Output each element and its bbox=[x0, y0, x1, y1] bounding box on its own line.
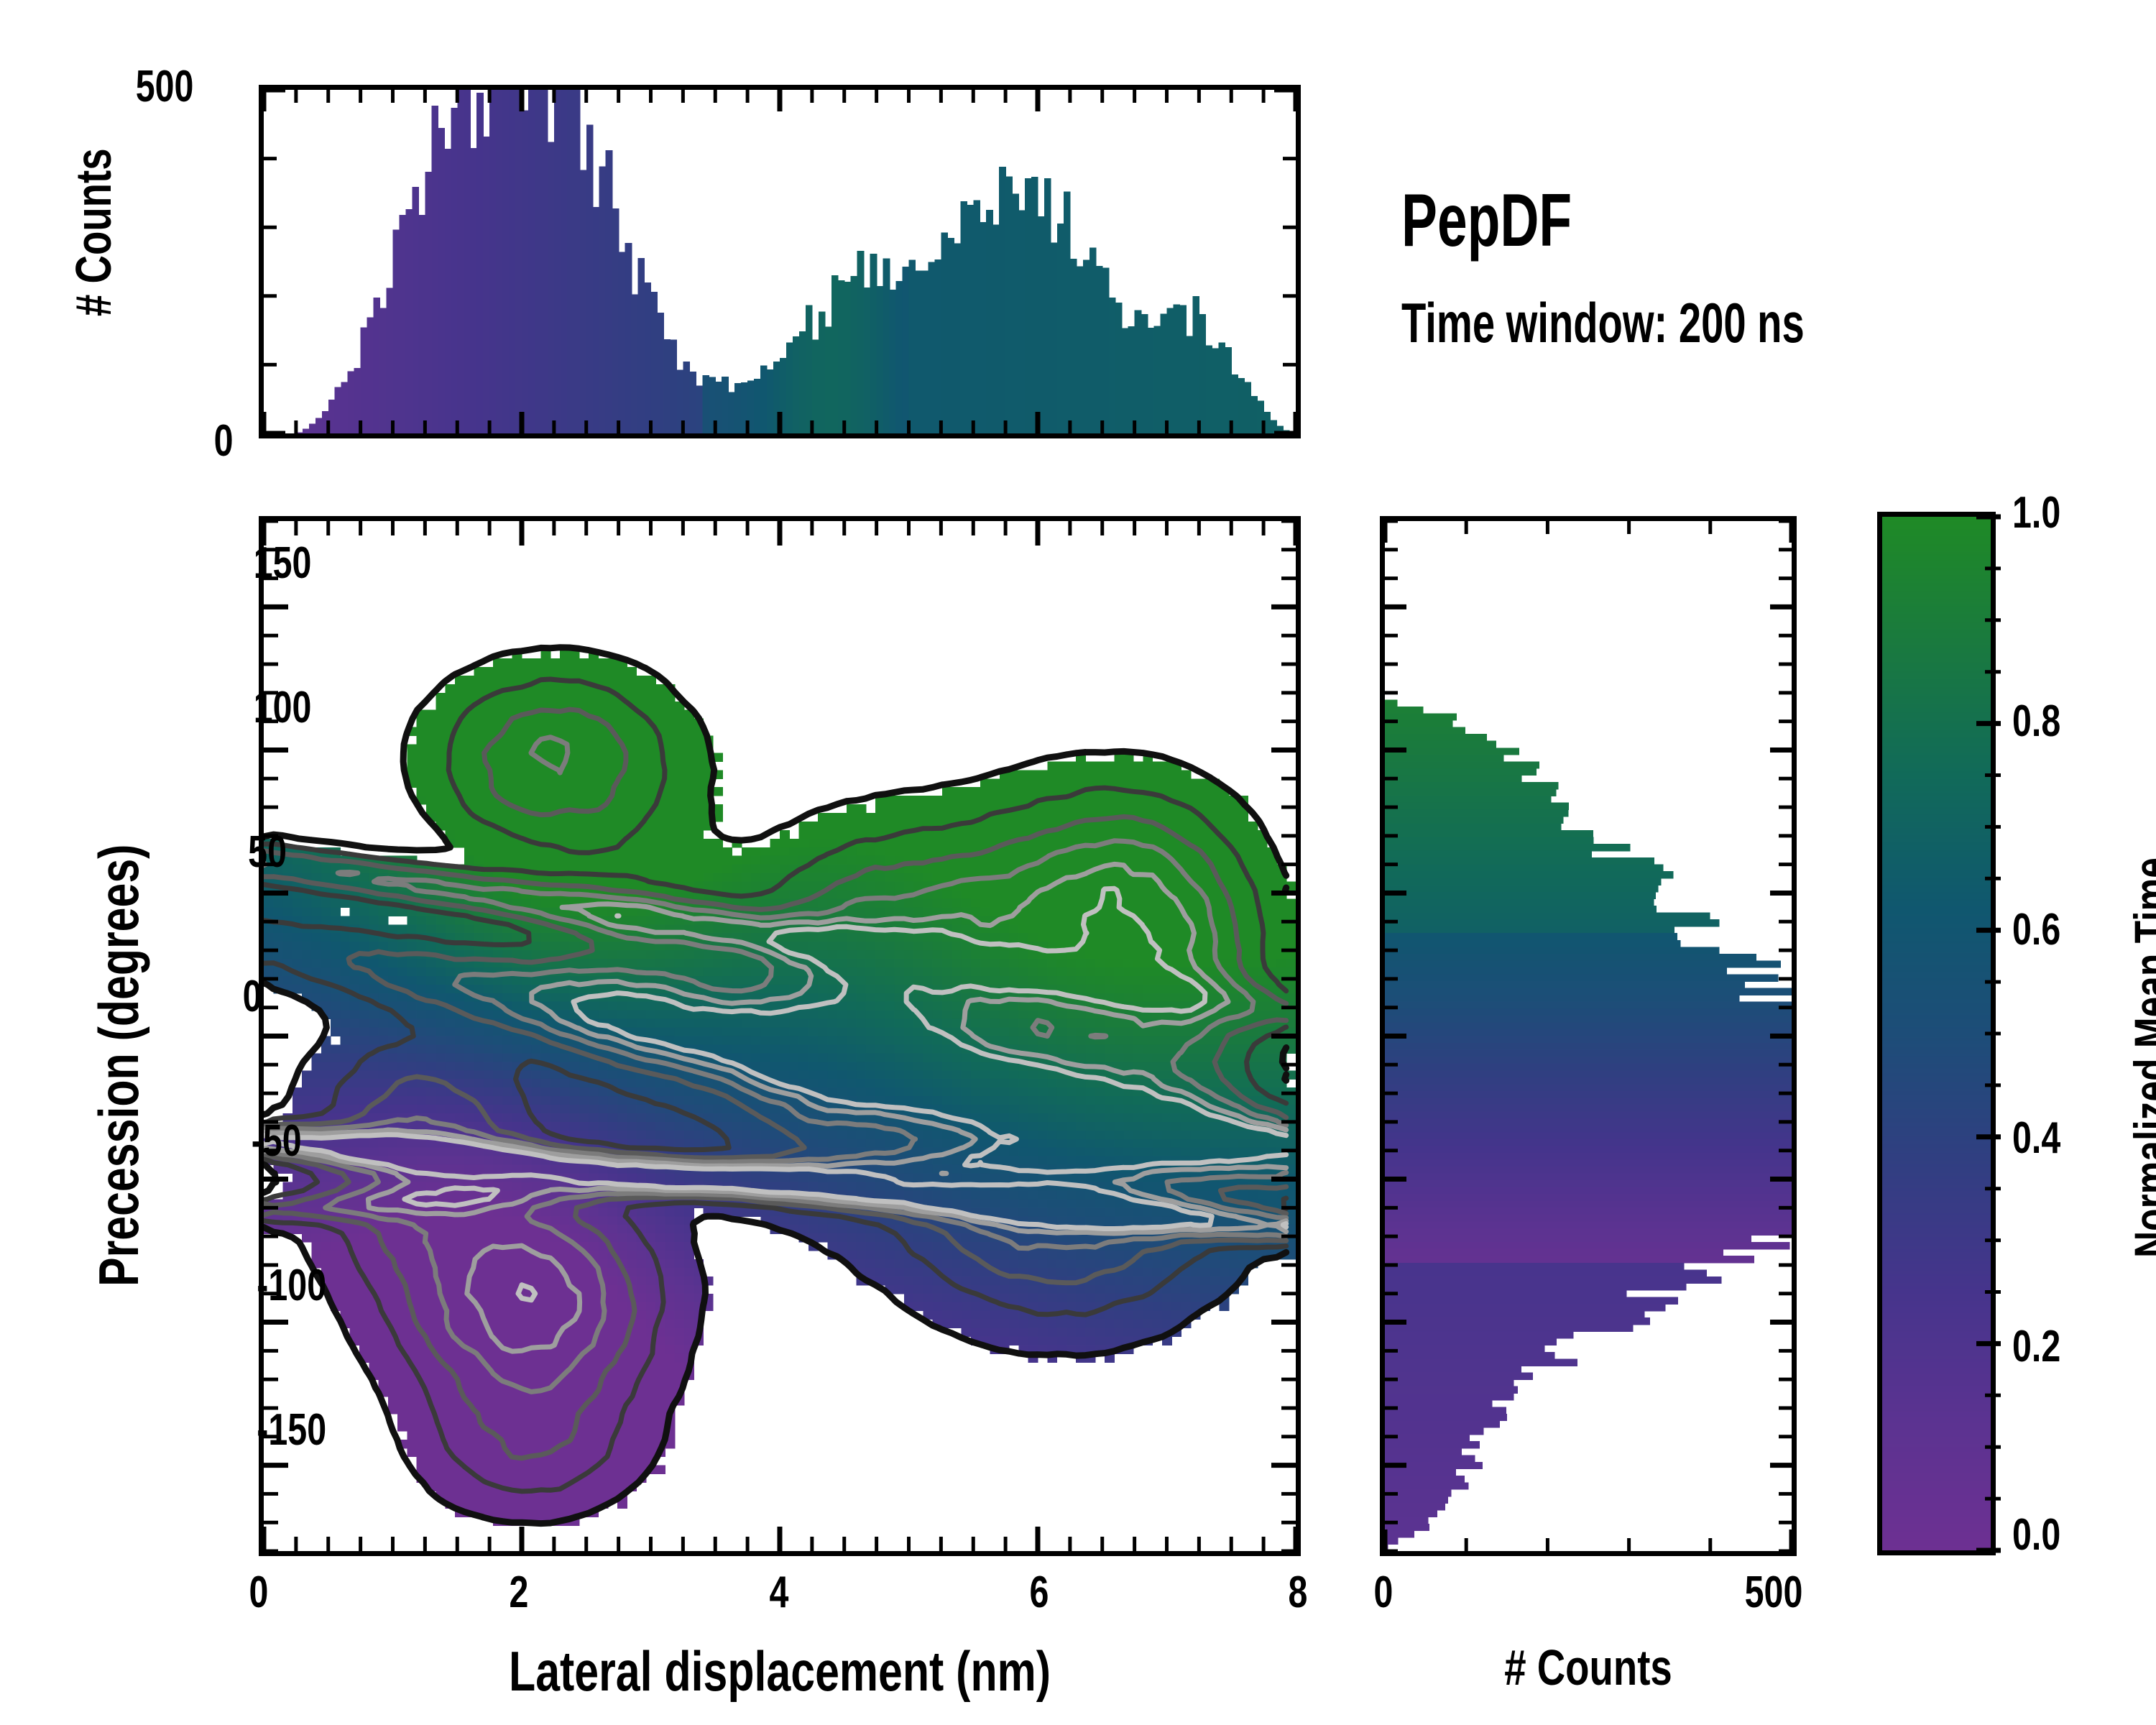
main-ylabel: Precession (degrees) bbox=[87, 844, 150, 1287]
colorbar-gradient bbox=[1882, 517, 1991, 1550]
cbar-tick-0.0: 0.0 bbox=[2012, 1510, 2061, 1560]
right-histogram-ticks bbox=[1382, 519, 1795, 1553]
ytick-100: 100 bbox=[253, 683, 312, 732]
cbar-tick-0.4: 0.4 bbox=[2012, 1113, 2061, 1163]
right-hist-xtick-500: 500 bbox=[1744, 1568, 1803, 1617]
top-hist-ytick-500: 500 bbox=[135, 62, 194, 111]
xtick-0: 0 bbox=[249, 1568, 269, 1617]
main-plot-area bbox=[264, 521, 1296, 1551]
top-hist-ytick-0: 0 bbox=[213, 416, 234, 466]
top-hist-ylabel: # Counts bbox=[65, 148, 121, 316]
right-histogram-plot bbox=[1385, 521, 1792, 1551]
ytick-150: 150 bbox=[253, 538, 312, 588]
ytick-50: 50 bbox=[248, 827, 287, 877]
top-histogram-plot bbox=[264, 90, 1296, 433]
chart-subtitle: Time window: 200 ns bbox=[1401, 291, 1805, 354]
chart-title: PepDF bbox=[1401, 179, 1572, 262]
ytick-neg100: -100 bbox=[257, 1261, 327, 1310]
xtick-6: 6 bbox=[1029, 1568, 1049, 1617]
right-hist-xlabel: # Counts bbox=[1504, 1639, 1672, 1696]
xtick-4: 4 bbox=[769, 1568, 789, 1617]
xtick-2: 2 bbox=[509, 1568, 529, 1617]
cbar-tick-0.2: 0.2 bbox=[2012, 1322, 2061, 1371]
cbar-tick-0.8: 0.8 bbox=[2012, 696, 2061, 746]
right-hist-xtick-0: 0 bbox=[1373, 1568, 1393, 1617]
xtick-8: 8 bbox=[1288, 1568, 1308, 1617]
colorbar-ticks bbox=[1976, 514, 2001, 1553]
top-histogram-ticks bbox=[261, 87, 1299, 436]
colorbar-label: Normalized Mean Time bbox=[2124, 857, 2156, 1258]
ytick-neg50: -50 bbox=[251, 1116, 302, 1166]
ytick-neg150: -150 bbox=[257, 1405, 327, 1455]
main-xlabel: Lateral displacement (nm) bbox=[509, 1639, 1051, 1703]
ytick-0: 0 bbox=[242, 972, 262, 1021]
cbar-tick-0.6: 0.6 bbox=[2012, 905, 2061, 954]
cbar-tick-1.0: 1.0 bbox=[2012, 488, 2061, 538]
